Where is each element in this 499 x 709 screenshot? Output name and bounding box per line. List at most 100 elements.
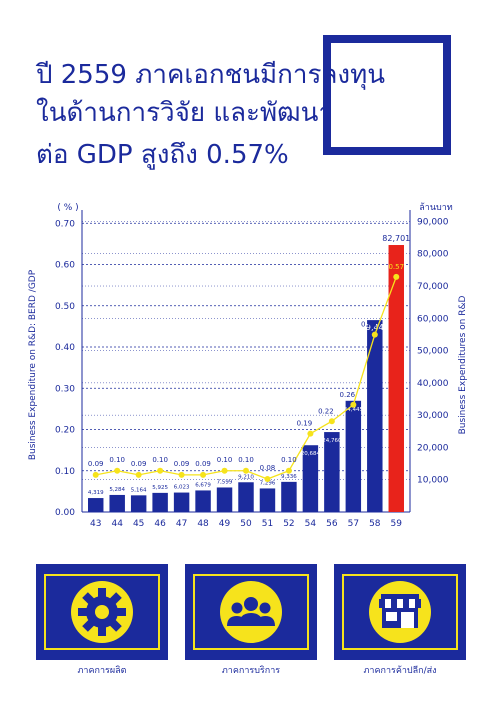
x-tick-label: 49 (219, 519, 231, 529)
ratio-value-label: 0.09 (88, 460, 104, 468)
ratio-value-label: 0.10 (152, 456, 168, 464)
sector-panel-retail (334, 564, 466, 660)
ratio-point (307, 430, 314, 437)
ratio-point (393, 273, 400, 280)
ratio-value-label: 0.10 (238, 456, 254, 464)
bar-51 (259, 488, 276, 512)
bar-44 (109, 494, 125, 512)
ratio-point (264, 476, 271, 482)
ratio-point (157, 467, 164, 474)
bar-value-label: 6,679 (195, 482, 211, 488)
right-tick-label: 50,000 (417, 347, 449, 357)
x-tick-label: 58 (369, 519, 381, 529)
ratio-point (285, 467, 292, 474)
x-tick-label: 56 (326, 519, 338, 529)
bar-value-label: 4,319 (88, 490, 104, 496)
bar-value-label: 59,443 (361, 323, 389, 332)
right-tick-label: 90,000 (417, 217, 449, 227)
bar-48 (195, 490, 211, 512)
x-tick-label: 44 (111, 519, 123, 529)
x-tick-label: 46 (154, 519, 166, 529)
bar-54 (302, 445, 319, 512)
bar-58 (367, 320, 383, 512)
sector-label-manufacturing: ภาคการผลิต (77, 666, 127, 676)
sector-label-retail: ภาคการค้าปลีก/ส่ง (363, 666, 437, 676)
bar-46 (152, 492, 168, 512)
x-tick-label: 51 (262, 519, 273, 529)
bar-57 (345, 400, 362, 512)
right-tick-label: 60,000 (417, 314, 449, 324)
title-line-1: ปี 2559 ภาคเอกชนมีการลงทุน (36, 60, 385, 90)
bar-value-label: 7,599 (217, 479, 233, 485)
ratio-value-label: 0.22 (318, 407, 334, 415)
bar-value-label: 9,210 (238, 474, 254, 480)
x-tick-label: 54 (305, 519, 317, 529)
chart: 0.00 0.10 0.20 0.30 0.40 0.50 0.60 0.70 10,000 20… (28, 202, 468, 529)
shop-icon (379, 594, 421, 628)
ratio-point (350, 401, 357, 408)
bar-value-label: 5,164 (131, 487, 147, 493)
bar-value-label: 5,284 (109, 487, 125, 493)
right-tick-label: 10,000 (417, 476, 449, 486)
right-axis-label: Business Expenditures on R&D (458, 296, 468, 435)
ratio-value-label: 0.09 (131, 460, 147, 468)
title-frame-left (323, 35, 331, 155)
bar-value-label: 5,925 (152, 485, 168, 491)
right-tick-label: 40,000 (417, 379, 449, 389)
sector-label-services: ภาคการบริการ (221, 666, 281, 676)
ratio-point (221, 467, 228, 474)
right-tick-label: 80,000 (417, 250, 449, 260)
title-frame (323, 35, 451, 155)
ratio-value-label: 0.19 (297, 420, 313, 428)
right-tick-label: 20,000 (417, 443, 449, 453)
sector-panel-services (185, 564, 317, 660)
ratio-point (135, 471, 142, 478)
title-frame-bottom (323, 147, 451, 155)
left-tick-label: 0.50 (55, 302, 75, 312)
title-line-2: ในด้านการวิจัย และพัฒนา (36, 98, 334, 128)
bar-56 (324, 432, 340, 512)
ratio-point (92, 471, 99, 478)
ratio-point (371, 331, 378, 338)
ratio-value-label: 0.10 (281, 456, 297, 464)
people-icon (227, 597, 275, 626)
x-tick-label: 47 (176, 519, 187, 529)
x-tick-label: 43 (90, 519, 101, 529)
left-tick-label: 0.10 (55, 467, 75, 477)
left-axis-label: Business Expenditure on R&D: BERD /GDP (28, 269, 38, 460)
right-axis-unit: ล้านบาท (419, 202, 452, 213)
left-tick-label: 0.30 (55, 384, 75, 394)
ratio-value-label: 0.43 (361, 321, 377, 329)
ratio-point (178, 471, 185, 478)
ratio-value-label: 0.26 (340, 391, 356, 399)
bar-50 (238, 482, 254, 512)
title-line-3: ต่อ GDP สูงถึง 0.57% (36, 140, 289, 170)
bar-value-label: 9,336 (281, 474, 297, 480)
x-tick-label: 57 (348, 519, 359, 529)
left-tick-label: 0.60 (55, 261, 75, 271)
left-tick-label: 0.70 (55, 219, 75, 229)
bar-value-label: 6,023 (174, 485, 190, 491)
ratio-value-label: 0.08 (260, 464, 276, 472)
ratio-value-label: 0.10 (217, 456, 233, 464)
left-axis-unit: ( % ) (57, 203, 78, 213)
sector-panel-manufacturing (36, 564, 168, 660)
x-tick-label: 50 (240, 519, 252, 529)
right-tick-label: 70,000 (417, 282, 449, 292)
bar-value-label: 82,701 (382, 234, 410, 243)
bar-value-label: 20,684 (301, 451, 321, 457)
ratio-value-label: 0.10 (109, 456, 125, 464)
ratio-point (243, 467, 249, 474)
ratio-value-label: 0.09 (174, 460, 190, 468)
bar-value-label: 34,445 (344, 407, 364, 413)
bar-value-label: 7,296 (260, 480, 276, 486)
ratio-point (200, 471, 207, 478)
bar-59 (388, 245, 404, 512)
left-tick-label: 0.20 (55, 426, 75, 436)
bar-45 (130, 495, 147, 512)
bar-47 (173, 492, 190, 512)
gear-icon (78, 588, 126, 636)
bar-value-label: 24,760 (322, 438, 342, 444)
x-tick-label: 52 (283, 519, 294, 529)
bar-43 (88, 498, 104, 512)
